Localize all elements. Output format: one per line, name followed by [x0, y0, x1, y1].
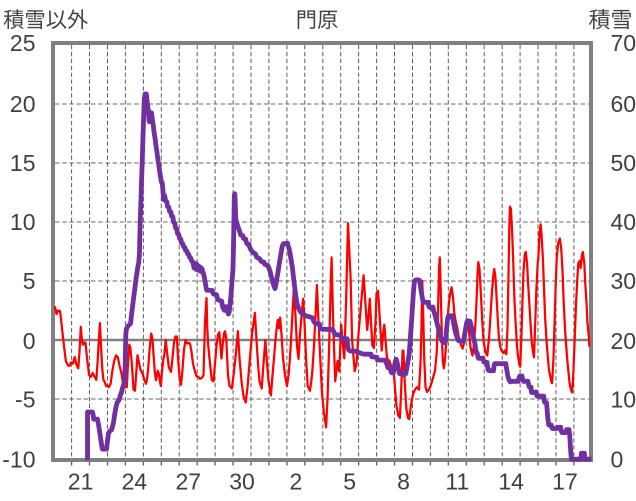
- svg-text:50: 50: [611, 150, 636, 176]
- svg-text:5: 5: [23, 268, 36, 294]
- svg-text:40: 40: [611, 209, 636, 235]
- svg-text:20: 20: [611, 328, 636, 354]
- svg-text:0: 0: [611, 447, 624, 473]
- svg-text:60: 60: [611, 91, 636, 117]
- svg-text:17: 17: [552, 468, 578, 494]
- svg-text:24: 24: [122, 468, 148, 494]
- svg-text:-5: -5: [15, 387, 35, 413]
- svg-text:27: 27: [175, 468, 201, 494]
- svg-text:25: 25: [10, 30, 36, 56]
- svg-text:30: 30: [229, 468, 255, 494]
- svg-text:10: 10: [10, 209, 36, 235]
- svg-text:-10: -10: [2, 447, 35, 473]
- svg-text:15: 15: [10, 150, 36, 176]
- svg-text:14: 14: [498, 468, 524, 494]
- svg-text:70: 70: [611, 30, 636, 56]
- svg-text:21: 21: [68, 468, 94, 494]
- svg-text:0: 0: [23, 328, 36, 354]
- svg-text:11: 11: [445, 468, 469, 494]
- svg-text:5: 5: [343, 468, 356, 494]
- svg-text:8: 8: [397, 468, 410, 494]
- svg-text:10: 10: [611, 387, 636, 413]
- svg-text:20: 20: [10, 91, 36, 117]
- svg-text:2: 2: [289, 468, 302, 494]
- svg-text:30: 30: [611, 268, 636, 294]
